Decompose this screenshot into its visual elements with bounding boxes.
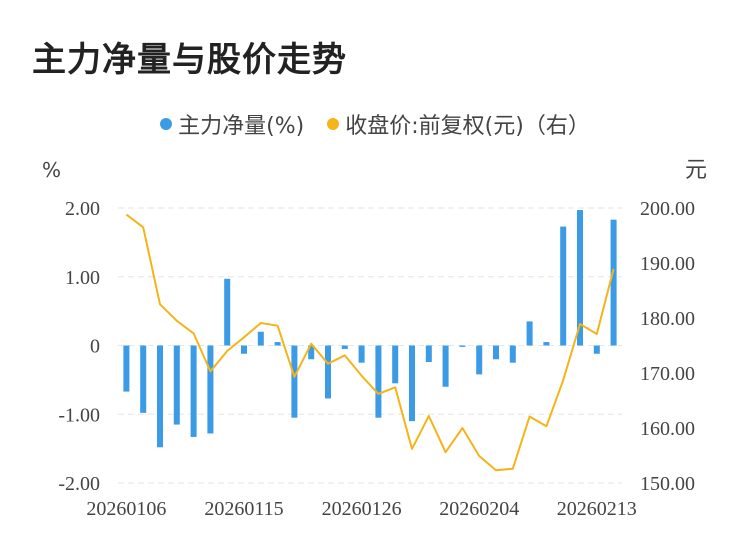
legend-label-net-volume: 主力净量(%) <box>178 114 305 139</box>
bar <box>123 345 130 392</box>
bar <box>442 345 449 387</box>
x-tick-label: 20260126 <box>322 498 402 520</box>
bar <box>409 345 415 422</box>
left-tick-label: 0 <box>90 336 100 358</box>
bar <box>476 345 483 375</box>
bar <box>173 345 180 425</box>
left-tick-label: 2.00 <box>65 198 100 220</box>
price-line <box>125 213 615 472</box>
bar <box>375 345 382 418</box>
chart-title: 主力净量与股价走势 <box>32 40 347 80</box>
x-tick-label: 20260213 <box>557 498 637 520</box>
right-tick-label: 150.00 <box>640 473 695 495</box>
bar <box>560 226 567 346</box>
bar <box>509 345 516 363</box>
bar-series <box>123 210 617 448</box>
bar <box>610 219 617 346</box>
bar <box>425 345 432 362</box>
bar <box>257 331 264 346</box>
bar <box>526 321 533 346</box>
bar <box>493 345 499 360</box>
legend-dot-bar <box>160 118 173 130</box>
right-tick-label: 190.00 <box>640 253 695 275</box>
x-tick-label: 20260115 <box>204 498 283 520</box>
right-tick-label: 170.00 <box>640 363 695 385</box>
bar <box>358 345 365 363</box>
bar <box>593 345 600 354</box>
legend-dot-line <box>327 118 340 130</box>
legend-item-net-volume[interactable]: 主力净量(%) <box>160 108 304 140</box>
line-series <box>125 213 615 472</box>
bar <box>207 345 214 434</box>
left-tick-label: -1.00 <box>58 404 100 426</box>
right-tick-label: 180.00 <box>640 308 695 330</box>
right-axis-unit: 元 <box>685 158 707 183</box>
right-tick-label: 160.00 <box>640 418 695 440</box>
legend-label-close-price: 收盘价:前复权(元)（右） <box>345 114 590 139</box>
left-axis-ticks: 2.00 1.00 0 -1.00 -2.00 <box>58 198 100 495</box>
bar <box>241 345 247 354</box>
legend: 主力净量(%) 收盘价:前复权(元)（右） <box>0 108 750 140</box>
legend-item-close-price[interactable]: 收盘价:前复权(元)（右） <box>327 108 590 140</box>
left-tick-label: 1.00 <box>65 267 100 289</box>
right-axis-ticks: 200.00 190.00 180.00 170.00 160.00 150.00 <box>640 198 695 495</box>
bar <box>392 345 399 384</box>
right-tick-label: 200.00 <box>640 198 695 220</box>
bar <box>224 278 231 346</box>
left-tick-label: -2.00 <box>58 473 100 495</box>
x-tick-label: 20260106 <box>86 498 166 520</box>
x-axis-ticks: 20260106 20260115 20260126 20260204 20260213 <box>86 498 636 520</box>
bar <box>459 345 466 347</box>
bar <box>543 342 550 346</box>
bar <box>577 210 583 346</box>
bar <box>157 345 163 448</box>
left-axis-unit: % <box>42 158 61 182</box>
x-tick-label: 20260204 <box>439 498 519 520</box>
bar <box>140 345 147 413</box>
bar <box>190 345 197 437</box>
grid-lines <box>118 207 622 484</box>
bar <box>274 342 281 346</box>
bar <box>291 345 298 418</box>
bar <box>341 345 348 349</box>
bar <box>325 345 331 399</box>
bar <box>308 345 315 360</box>
